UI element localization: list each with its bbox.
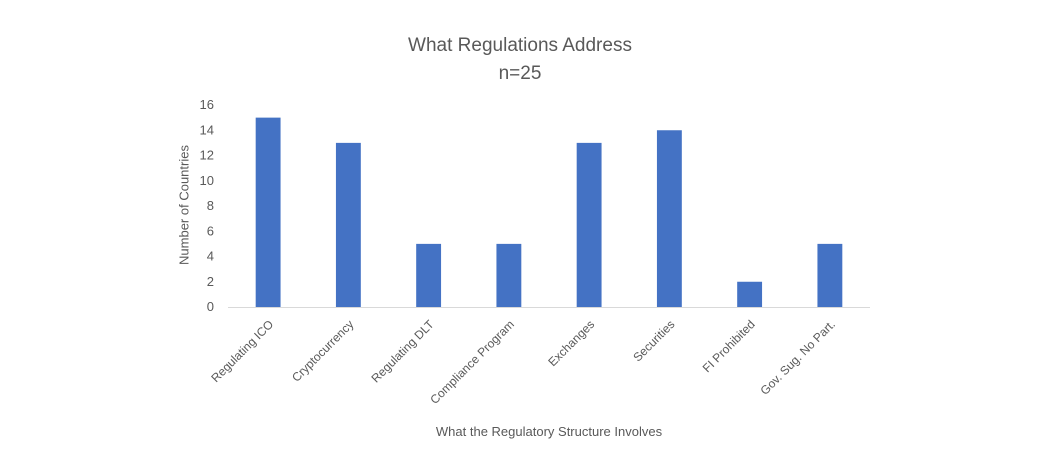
y-tick-label: 8 — [207, 198, 214, 213]
y-tick-label: 10 — [200, 173, 214, 188]
chart-subtitle: n=25 — [498, 63, 542, 84]
x-tick-label: Gov. Sug. No Part. — [758, 317, 838, 397]
chart-title: What Regulations Address — [408, 35, 632, 56]
x-tick-label: Regulating ICO — [208, 317, 276, 385]
x-tick-label: Securities — [630, 317, 677, 364]
x-tick-label: Cryptocurrency — [289, 317, 356, 384]
bar — [255, 117, 281, 307]
bar — [817, 243, 843, 307]
y-tick-label: 6 — [207, 223, 214, 238]
bar — [576, 142, 602, 307]
x-tick-label: FI Prohibited — [700, 317, 758, 375]
y-tick-label: 2 — [207, 274, 214, 289]
x-tick-label: Regulating DLT — [369, 317, 438, 386]
y-tick-label: 0 — [207, 299, 214, 314]
bar — [496, 243, 522, 307]
bar — [656, 130, 682, 307]
bar — [335, 142, 361, 307]
x-tick-label: Exchanges — [545, 317, 597, 369]
y-tick-label: 14 — [200, 122, 214, 137]
y-tick-label: 4 — [207, 249, 214, 264]
y-tick-label: 16 — [200, 97, 214, 112]
x-axis-label: What the Regulatory Structure Involves — [435, 424, 663, 439]
bar — [737, 281, 763, 307]
y-tick-label: 12 — [200, 148, 214, 163]
x-tick-label: Compliance Program — [427, 317, 517, 407]
bar — [416, 243, 442, 307]
